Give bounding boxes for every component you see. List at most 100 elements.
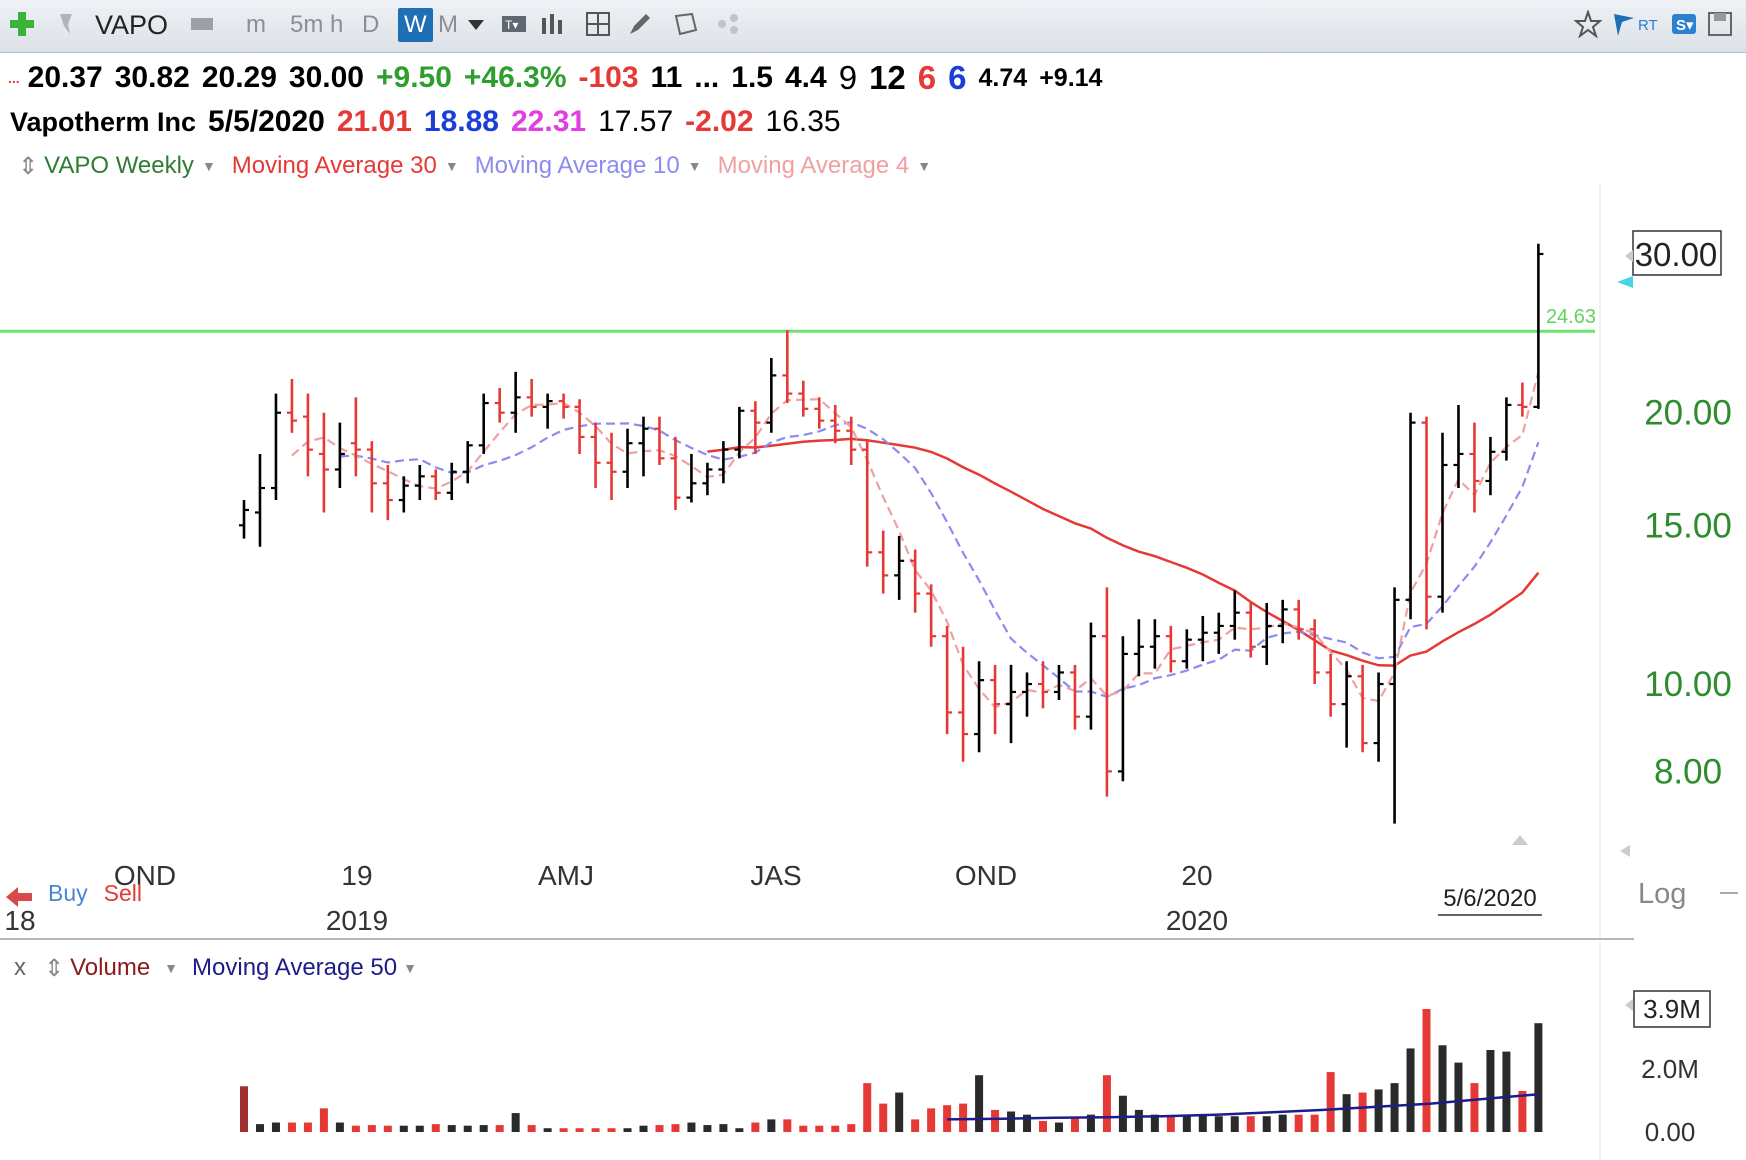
ohlc-bar[interactable] [1213, 612, 1224, 654]
ohlc-bar[interactable] [1149, 619, 1160, 669]
ohlc-bar[interactable] [990, 664, 1001, 735]
volume-bar[interactable] [543, 1128, 552, 1132]
add-icon[interactable] [8, 10, 36, 38]
ohlc-bar[interactable] [750, 401, 761, 454]
ohlc-bar[interactable] [1117, 636, 1128, 782]
legend-ma10[interactable]: Moving Average 10 [474, 152, 680, 179]
move-handle-icon[interactable]: ⇕ [44, 954, 65, 982]
volume-bar[interactable] [527, 1125, 536, 1132]
scroll-up-icon[interactable] [1512, 835, 1528, 845]
volume-bar[interactable] [1166, 1116, 1175, 1132]
ohlc-bar[interactable] [286, 378, 297, 433]
ohlc-bar[interactable] [926, 584, 937, 647]
ohlc-bar[interactable] [1357, 664, 1368, 753]
volume-bar[interactable] [399, 1125, 408, 1132]
ohlc-bar[interactable] [782, 330, 793, 404]
volume-bar[interactable] [1390, 1083, 1399, 1132]
ohlc-bar[interactable] [1053, 664, 1064, 701]
ohlc-bar[interactable] [1341, 661, 1352, 748]
interval-h-button[interactable]: h [330, 11, 344, 38]
volume-bar[interactable] [1326, 1072, 1335, 1132]
interval-w-button[interactable]: W [398, 8, 433, 42]
ohlc-bar[interactable] [382, 464, 393, 521]
ohlc-bar[interactable] [894, 535, 905, 600]
volume-bar[interactable] [895, 1092, 904, 1132]
chevron-down-icon[interactable]: ▼ [917, 158, 932, 174]
volume-bar[interactable] [607, 1128, 616, 1132]
ohlc-bar[interactable] [846, 416, 857, 465]
ohlc-bar[interactable] [1085, 622, 1096, 730]
volume-bar[interactable] [991, 1109, 1000, 1132]
volume-bar[interactable] [623, 1128, 632, 1132]
ohlc-bar[interactable] [1022, 672, 1033, 717]
volume-bar[interactable] [287, 1122, 296, 1132]
volume-bar[interactable] [1502, 1051, 1511, 1132]
chevron-down-icon[interactable]: ▼ [201, 158, 216, 174]
volume-bar[interactable] [240, 1086, 248, 1132]
pencil-icon[interactable] [626, 10, 654, 38]
volume-bar[interactable] [703, 1125, 712, 1132]
star-icon[interactable] [1574, 10, 1602, 38]
volume-bar[interactable] [927, 1108, 936, 1132]
chevron-down-icon[interactable] [462, 10, 490, 38]
ohlc-bar[interactable] [670, 436, 681, 510]
ohlc-bar[interactable] [638, 416, 649, 477]
ohlc-bar[interactable] [1325, 653, 1336, 717]
volume-bar[interactable] [303, 1122, 312, 1132]
pin-icon[interactable] [52, 10, 80, 38]
ohlc-bar[interactable] [734, 406, 745, 459]
ohlc-bar[interactable] [798, 380, 809, 417]
ohlc-bar[interactable] [302, 393, 313, 477]
ohlc-bar[interactable] [542, 393, 553, 429]
ohlc-bar[interactable] [1038, 661, 1048, 709]
ohlc-bar[interactable] [878, 530, 889, 594]
volume-bar[interactable] [847, 1124, 856, 1132]
legend-volume[interactable]: Volume [70, 954, 151, 981]
volume-bar[interactable] [719, 1124, 728, 1132]
ohlc-bar[interactable] [270, 393, 281, 501]
buy-button[interactable]: Buy [48, 880, 88, 906]
scroll-left-icon[interactable] [1625, 999, 1633, 1011]
volume-bar[interactable] [1358, 1092, 1367, 1132]
ohlc-bar[interactable] [1421, 416, 1432, 630]
interval-5m-button[interactable]: 5m [290, 11, 324, 38]
legend-ma30[interactable]: Moving Average 30 [231, 152, 437, 179]
ohlc-bar[interactable] [702, 462, 713, 496]
ohlc-bar[interactable] [654, 416, 665, 465]
ohlc-bar[interactable] [974, 661, 985, 753]
ohlc-bar[interactable] [494, 388, 505, 423]
ohlc-bar[interactable] [430, 469, 441, 501]
volume-bar[interactable] [271, 1122, 280, 1132]
interval-d-button[interactable]: D [362, 11, 380, 38]
ohlc-bar[interactable] [1501, 397, 1512, 461]
symbol-input[interactable]: VAPO [95, 9, 169, 40]
ohlc-bar[interactable] [478, 393, 489, 454]
volume-bar[interactable] [591, 1128, 600, 1132]
volume-bar[interactable] [575, 1128, 584, 1132]
volume-bar[interactable] [911, 1119, 920, 1132]
flag-icon[interactable] [1610, 10, 1638, 38]
volume-bar[interactable] [1102, 1075, 1111, 1132]
volume-bar[interactable] [1134, 1109, 1143, 1132]
realtime-badge[interactable]: RT [1638, 16, 1658, 34]
ohlc-bar[interactable] [1533, 243, 1544, 409]
volume-bar[interactable] [351, 1125, 360, 1132]
volume-bar[interactable] [1310, 1114, 1319, 1132]
volume-bar[interactable] [751, 1122, 760, 1132]
link-icon[interactable] [188, 10, 216, 38]
volume-bar[interactable] [1534, 1023, 1543, 1132]
volume-bar[interactable] [1230, 1116, 1239, 1132]
ohlc-bar[interactable] [1517, 382, 1528, 417]
log-scale-toggle[interactable]: Log [1638, 878, 1687, 910]
ohlc-bar[interactable] [686, 453, 697, 503]
volume-bar[interactable] [1438, 1045, 1447, 1132]
interval-m-button[interactable]: m [246, 11, 266, 38]
ohlc-bar[interactable] [334, 422, 345, 489]
volume-bar[interactable] [479, 1125, 488, 1132]
volume-bar[interactable] [1118, 1095, 1127, 1132]
chevron-down-icon[interactable]: ▼ [444, 158, 459, 174]
legend-vol-ma50[interactable]: Moving Average 50 [192, 954, 398, 981]
volume-bar[interactable] [1214, 1116, 1223, 1132]
ohlc-bar[interactable] [862, 441, 873, 567]
ohlc-bar[interactable] [766, 358, 777, 433]
